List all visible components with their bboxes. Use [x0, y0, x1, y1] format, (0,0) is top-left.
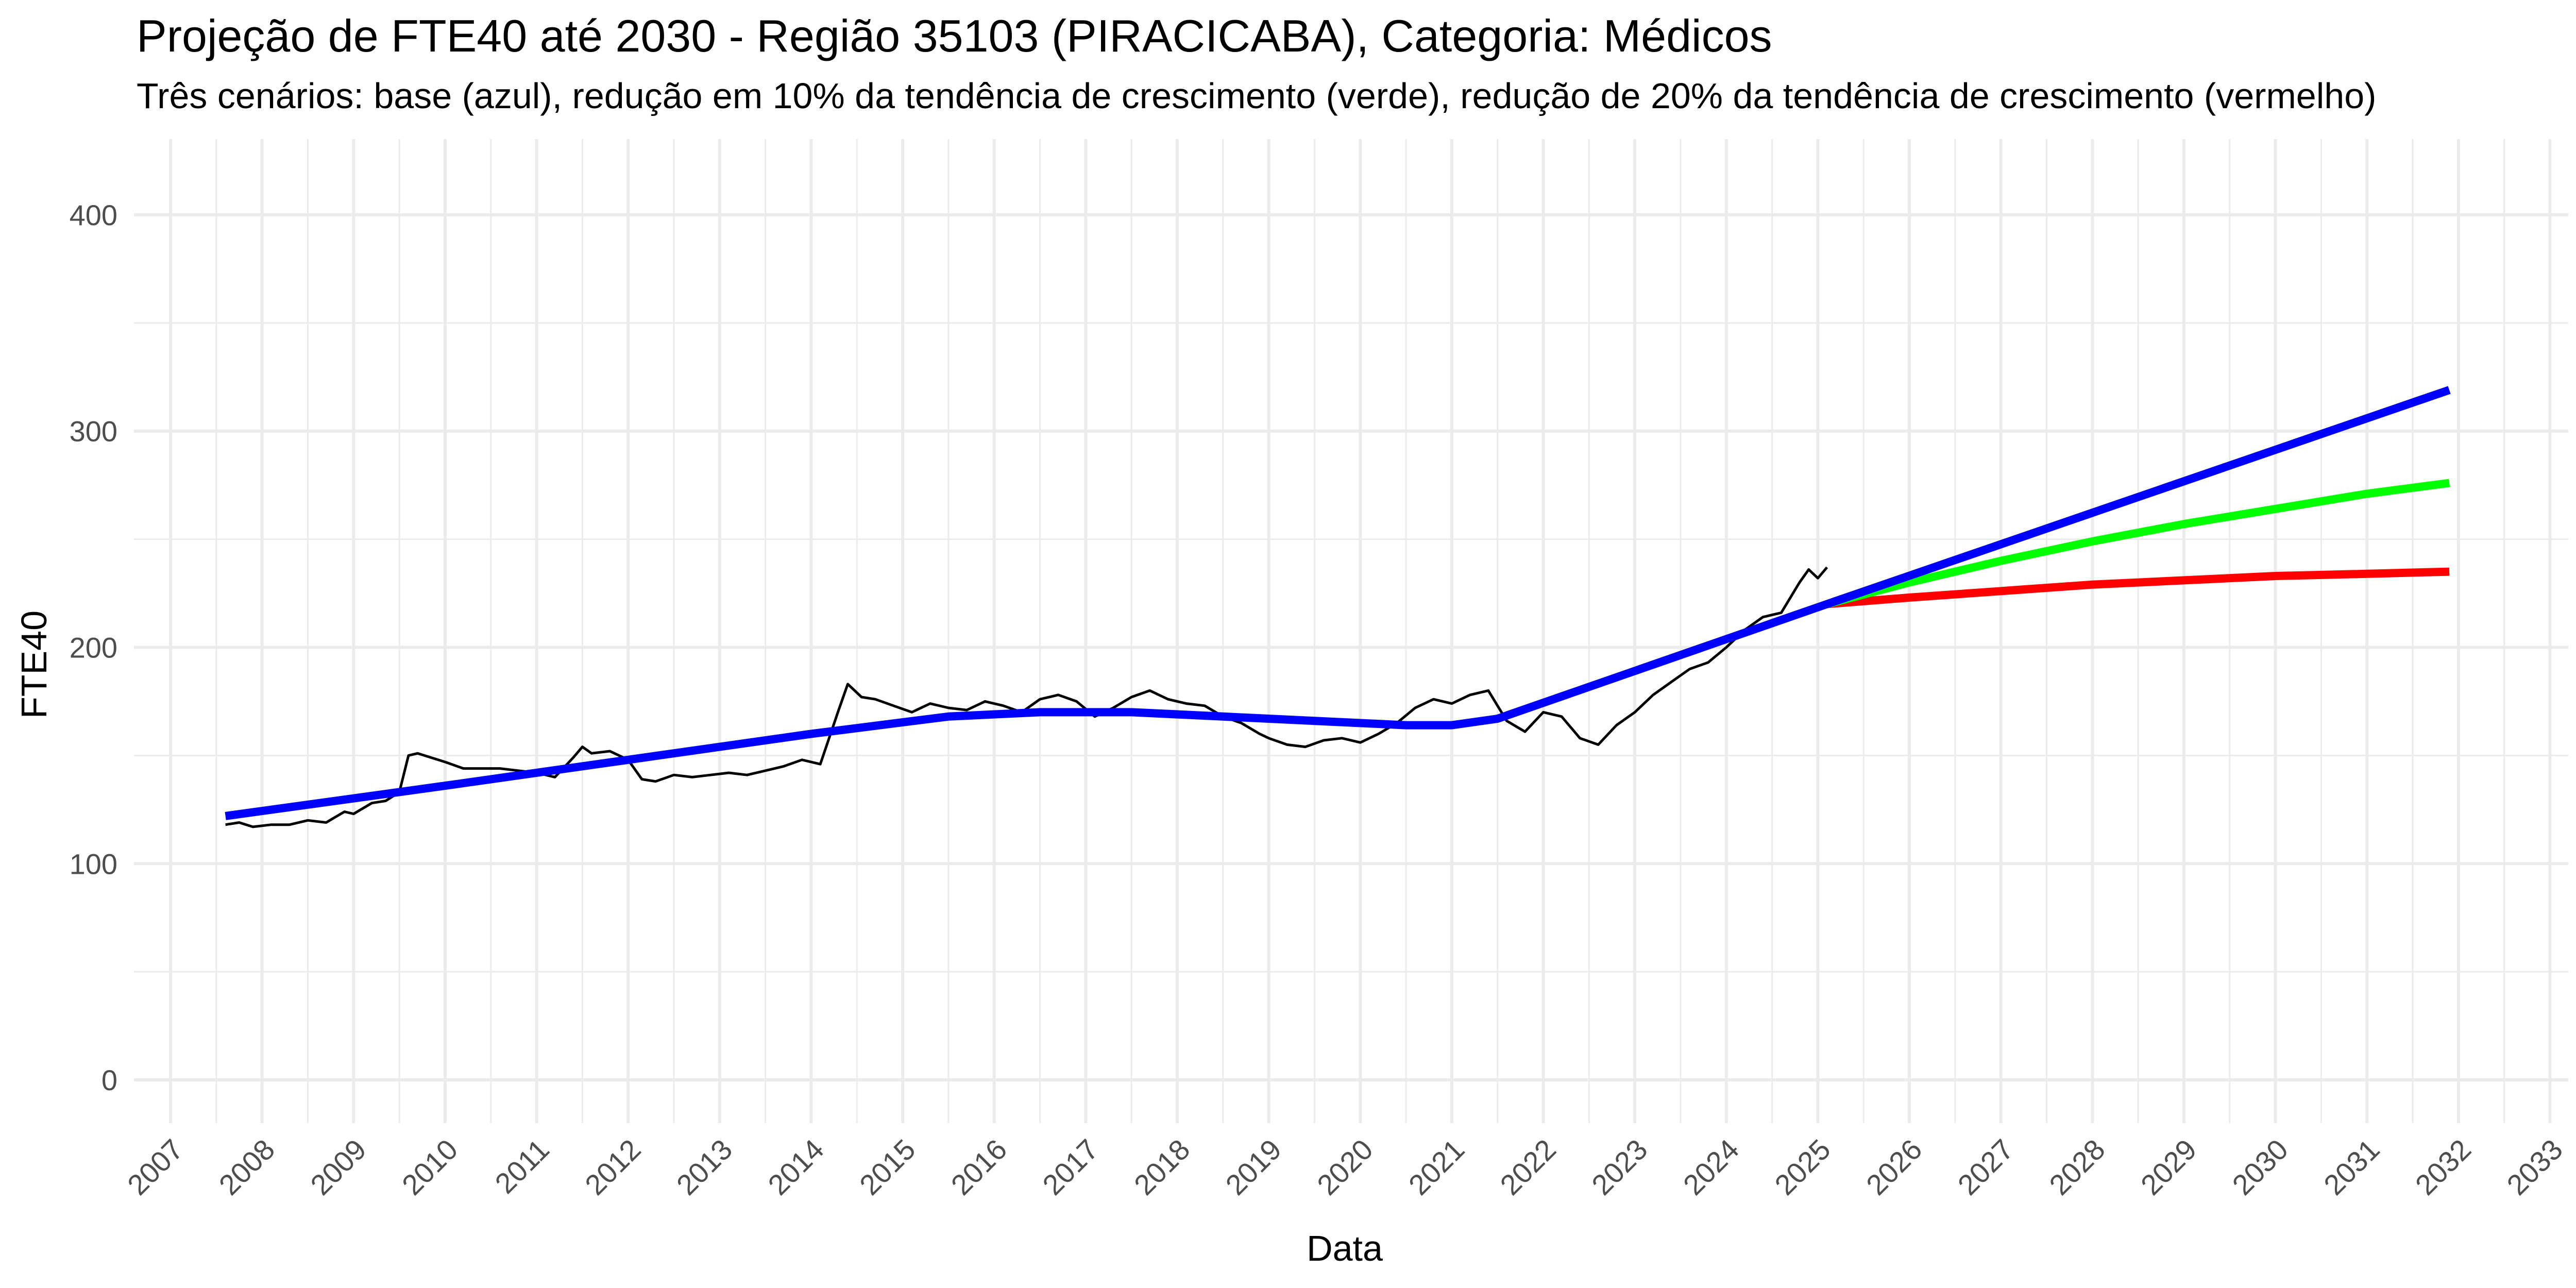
series-line-base: [225, 386, 2451, 820]
y-tick-label: 100: [70, 848, 117, 880]
series-line-reduction-20: [1826, 567, 2450, 608]
series-line-reduction-10: [1826, 479, 2450, 608]
series-line-observed: [225, 566, 1828, 828]
chart-title: Projeção de FTE40 até 2030 - Região 3510…: [137, 10, 1772, 61]
y-tick-label: 300: [70, 415, 117, 448]
chart-subtitle: Três cenários: base (azul), redução em 1…: [137, 76, 2376, 116]
y-axis-title: FTE40: [14, 611, 54, 719]
grid: [134, 139, 2568, 1123]
y-tick-label: 0: [101, 1064, 117, 1096]
series-lines: [225, 386, 2451, 828]
y-tick-label: 400: [70, 199, 117, 231]
y-tick-label: 200: [70, 631, 117, 664]
x-axis-title: Data: [1307, 1228, 1383, 1268]
